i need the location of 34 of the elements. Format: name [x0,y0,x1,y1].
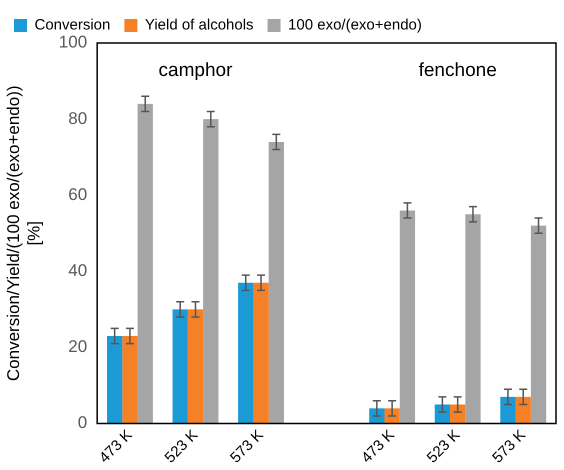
bar [203,119,218,424]
x-tick-label: 473 K [358,426,398,466]
y-tick-label: 20 [68,337,88,356]
bar [268,142,284,424]
y-tick-label: 100 [58,32,88,52]
legend-label: 100 exo/(exo+endo) [288,16,422,34]
bar [450,404,466,424]
bar [138,104,153,424]
bar [500,396,516,424]
x-tick-label: 573 K [489,426,529,466]
bar [122,336,138,424]
bar [465,214,481,424]
bar [238,282,254,424]
y-tick-label: 60 [68,184,88,204]
bar [172,309,188,424]
bar [188,309,204,424]
y-tick-label: 0 [78,413,88,432]
bar [516,396,531,424]
x-tick-label: 523 K [162,426,202,466]
legend-label: Conversion [34,16,110,34]
bar [253,282,269,424]
y-tick-label: 80 [68,108,88,128]
y-axis-title: Conversion/Yield/(100 exo/(exo+endo)) [%] [4,85,44,382]
bar [106,336,122,424]
bar [530,226,546,424]
bar [434,404,450,424]
legend-label: Yield of alcohols [144,16,254,34]
x-tick-label: 473 K [96,426,136,466]
y-tick-label: 40 [68,261,88,280]
annotation: camphor [158,60,234,82]
annotation: fenchone [418,60,497,82]
x-tick-label: 573 K [227,426,267,466]
x-tick-label: 523 K [424,426,464,466]
bar [400,210,416,424]
